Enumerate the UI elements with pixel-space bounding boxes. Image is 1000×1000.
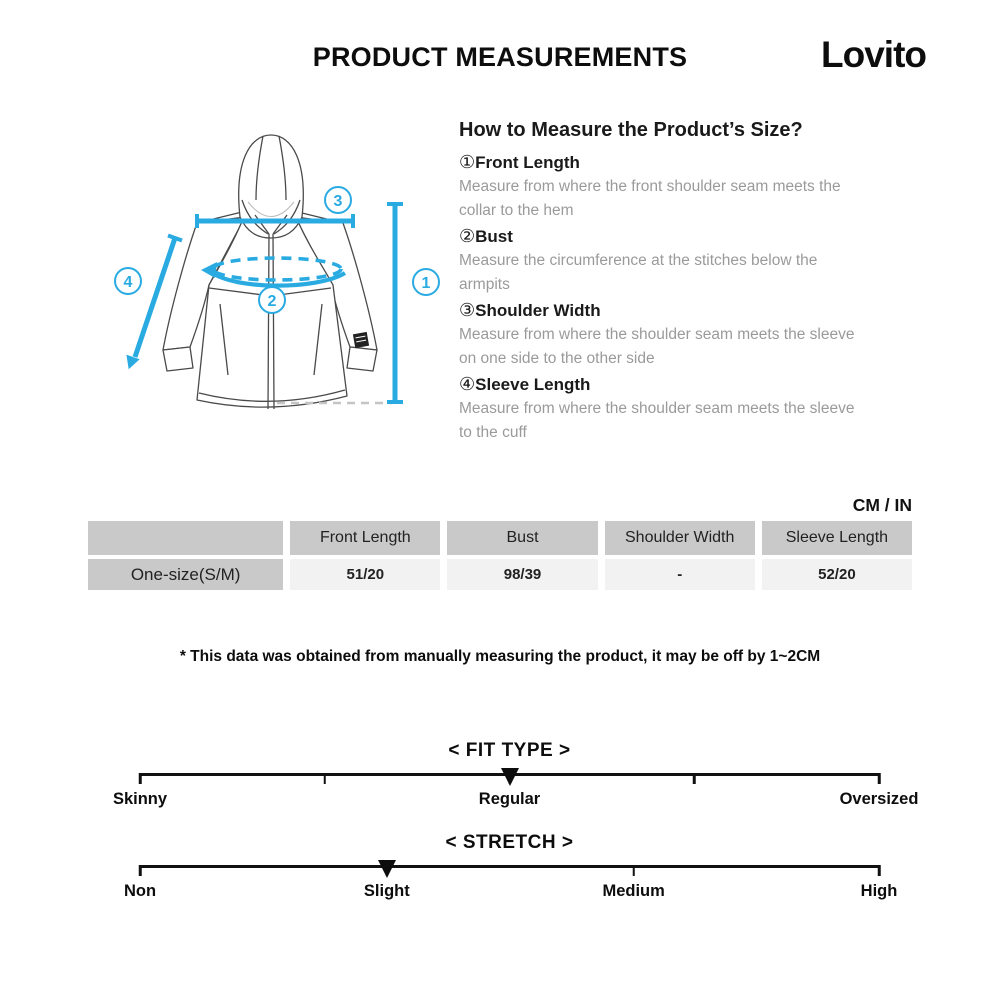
stretch-title: < STRETCH > xyxy=(445,832,574,853)
scale-label: Oversized xyxy=(839,790,919,808)
table-header-bust: Bust xyxy=(447,521,598,555)
unit-label: CM / IN xyxy=(852,495,912,515)
fit-type-track xyxy=(138,768,881,786)
measure-item-label-front-length: ①Front Length xyxy=(459,152,580,172)
scale-label: Medium xyxy=(602,882,665,900)
stretch-track xyxy=(138,860,881,878)
table-header-sleeve-length: Sleeve Length xyxy=(761,521,912,555)
measure-item-desc: Measure from where the shoulder seam mee… xyxy=(459,400,855,441)
collar-inner-line xyxy=(247,201,295,217)
fit-type-labels: Skinny Regular Oversized xyxy=(113,790,918,812)
scale-tick xyxy=(877,773,881,784)
table-header-front-length: Front Length xyxy=(290,521,441,555)
sleeve-length-line xyxy=(126,233,183,370)
scale-tick xyxy=(693,773,696,784)
circled-number-1: ① xyxy=(459,152,476,172)
annotation-circle-2: 2 xyxy=(258,286,286,314)
measure-item-desc: Measure the circumference at the stitche… xyxy=(459,252,818,293)
table-header-empty xyxy=(88,521,284,555)
scale-marker-icon xyxy=(377,860,396,878)
measure-item-label-shoulder-width: ③Shoulder Width xyxy=(459,300,601,320)
table-cell-bust: 98/39 xyxy=(447,559,598,590)
fit-type-title: < FIT TYPE > xyxy=(448,740,571,761)
scale-tick xyxy=(323,773,326,784)
measure-item-desc: Measure from where the shoulder seam mee… xyxy=(459,326,855,367)
table-cell-sleeve-length: 52/20 xyxy=(761,559,912,590)
left-cuff xyxy=(162,346,194,372)
scale-label: Skinny xyxy=(112,790,168,808)
jacket-diagram: 1 2 3 4 xyxy=(114,134,440,410)
footnote: * This data was obtained from manually m… xyxy=(179,648,821,665)
how-to-section: How to Measure the Product’s Size? ①Fron… xyxy=(459,119,914,445)
right-cuff xyxy=(346,346,378,372)
annotation-circle-4: 4 xyxy=(114,267,142,295)
brand-logo: Lovito xyxy=(821,34,927,75)
svg-text:3: 3 xyxy=(334,193,343,210)
how-to-title: How to Measure the Product’s Size? xyxy=(459,119,803,141)
scale-label: Slight xyxy=(363,882,410,900)
circled-number-4: ④ xyxy=(459,374,476,394)
stretch-scale: < STRETCH > Non Slight Medium High xyxy=(124,832,897,904)
scale-label: Regular xyxy=(478,790,541,808)
measure-item-label-sleeve-length: ④Sleeve Length xyxy=(459,374,591,394)
scale-label: Non xyxy=(123,882,157,900)
jacket-outline xyxy=(162,134,378,410)
scale-tick xyxy=(138,773,142,784)
measurement-table: Front Length Bust Shoulder Width Sleeve … xyxy=(88,521,912,590)
annotation-circle-1: 1 xyxy=(412,268,440,296)
scale-marker-icon xyxy=(500,768,519,786)
stretch-labels: Non Slight Medium High xyxy=(124,882,897,904)
table-cell-shoulder-width: - xyxy=(604,559,755,590)
svg-text:1: 1 xyxy=(422,275,431,292)
measure-item-desc: Measure from where the front shoulder se… xyxy=(459,178,841,219)
scale-tick xyxy=(877,865,881,876)
svg-text:4: 4 xyxy=(124,274,133,291)
page-title: PRODUCT MEASUREMENTS xyxy=(312,42,688,72)
shoulder-width-line xyxy=(195,214,355,228)
scale-tick xyxy=(138,865,142,876)
scale-label: High xyxy=(860,882,898,900)
front-length-line xyxy=(387,202,403,404)
svg-text:2: 2 xyxy=(268,293,277,310)
bust-line xyxy=(201,256,347,288)
measure-item-label-bust: ②Bust xyxy=(459,226,513,246)
table-cell-size: One-size(S/M) xyxy=(88,559,284,590)
annotation-circle-3: 3 xyxy=(324,186,352,214)
scale-tick xyxy=(632,865,635,876)
table-header-shoulder-width: Shoulder Width xyxy=(604,521,755,555)
sleeve-label-patch xyxy=(352,331,370,349)
fit-type-scale: < FIT TYPE > Skinny Regular Oversized xyxy=(113,740,918,812)
table-cell-front-length: 51/20 xyxy=(290,559,441,590)
circled-number-3: ③ xyxy=(459,300,476,320)
circled-number-2: ② xyxy=(459,226,476,246)
